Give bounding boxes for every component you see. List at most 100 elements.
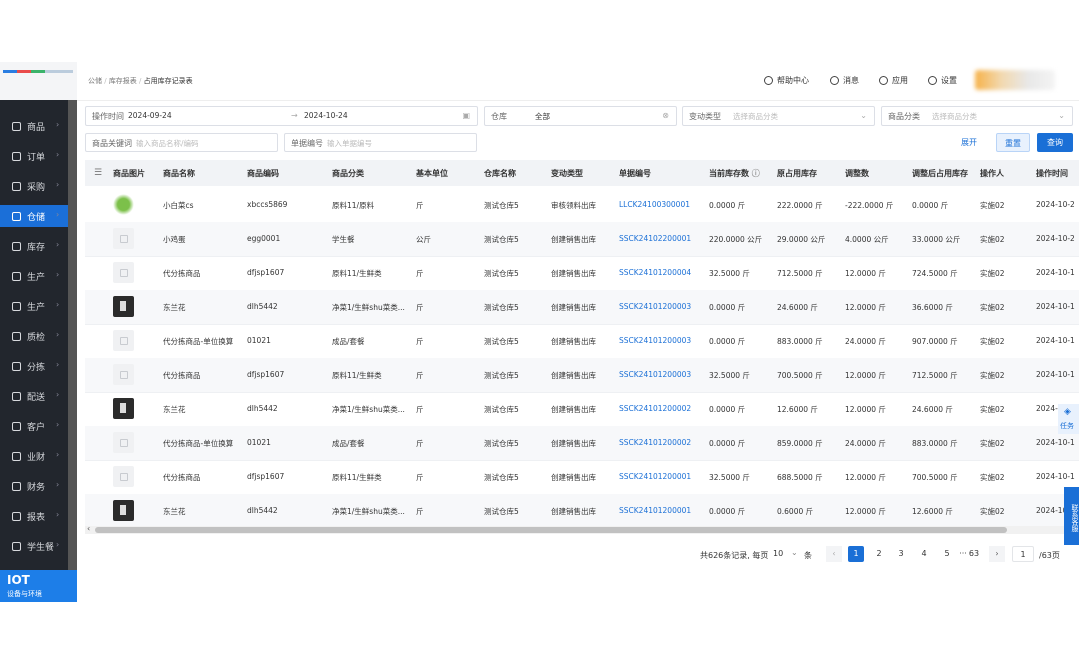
reset-button[interactable]: 重置	[996, 133, 1030, 152]
breadcrumb-item[interactable]: 库存报表	[108, 77, 137, 85]
separator: /	[102, 77, 109, 85]
cell: 700.5000 斤	[912, 473, 958, 482]
scroll-left[interactable]: ‹	[87, 524, 91, 533]
menu-item[interactable]: 商品 ›	[0, 115, 68, 137]
table-row: 东兰花 dlh5442 净菜1/生鲜shu菜类... 斤 测试仓库5 创建销售出库 SSCK…	[85, 392, 1079, 427]
iot-box[interactable]: IOT 设备与环境	[0, 570, 77, 602]
search-button[interactable]: 查询	[1037, 133, 1073, 152]
column-header: 调整后占用库存	[912, 169, 968, 178]
cell: 测试仓库5	[484, 439, 519, 448]
cell: 12.0000 斤	[845, 473, 886, 482]
table-row: 代分拣商品 dfjsp1607 原料11/生鲜类 斤 测试仓库5 创建销售出库 SSCK24…	[85, 256, 1079, 291]
filter-value: 全部	[535, 112, 550, 121]
filter-field[interactable]: 变动类型 选择商品分类 ⌄	[682, 106, 875, 126]
document-link[interactable]: SSCK24101200001	[619, 506, 692, 515]
cell: 0.6000 斤	[777, 507, 814, 516]
cell: 斤	[416, 303, 424, 312]
document-link[interactable]: SSCK24101200003	[619, 336, 692, 345]
menu-item[interactable]: 分拣 ›	[0, 355, 68, 377]
product-image	[113, 500, 134, 521]
menu-item[interactable]: 采购 ›	[0, 175, 68, 197]
next-button[interactable]: ›	[989, 546, 1005, 562]
filter-icon: ⌄	[1058, 111, 1065, 120]
document-link[interactable]: SSCK24101200002	[619, 438, 692, 447]
page-button[interactable]: 2	[876, 549, 882, 558]
page-button[interactable]: 1	[848, 546, 864, 562]
menu-label: 学生餐	[27, 543, 55, 553]
cell: 成品/套餐	[332, 439, 365, 448]
avatar[interactable]	[975, 70, 1055, 90]
breadcrumb-item[interactable]: 公储	[88, 77, 102, 85]
filter-label: 操作时间	[92, 112, 124, 121]
filter-label: 仓库	[491, 112, 507, 121]
page-total: /63页	[1039, 551, 1060, 560]
filter-field[interactable]: 商品关键词 输入商品名称/编码	[85, 133, 278, 152]
filter-field[interactable]: 商品分类 选择商品分类 ⌄	[881, 106, 1073, 126]
product-image	[113, 398, 134, 419]
page-button[interactable]: ···	[959, 549, 967, 558]
menu-item[interactable]: 配送 ›	[0, 385, 68, 407]
app: IOT 设备与环境 商品 › 订单 › 采购 › 仓储 › 库存 › 生产 › 生产 › 质检 › 分拣 › 配送 ›…	[0, 62, 1079, 602]
menu-item[interactable]: 财务 ›	[0, 475, 68, 497]
sidebar: IOT 设备与环境 商品 › 订单 › 采购 › 仓储 › 库存 › 生产 › 生产 › 质检 › 分拣 › 配送 ›…	[0, 62, 77, 602]
cell: 代分拣商品	[163, 371, 201, 380]
document-link[interactable]: SSCK24101200003	[619, 302, 692, 311]
cell: 测试仓库5	[484, 201, 519, 210]
cell: 公斤	[416, 235, 431, 244]
filter-field[interactable]: 仓库 全部 ⊗	[484, 106, 677, 126]
prev-button[interactable]: ‹	[826, 546, 842, 562]
cell: 创建销售出库	[551, 371, 596, 380]
document-link[interactable]: SSCK24101200001	[619, 472, 692, 481]
document-link[interactable]: SSCK24101200002	[619, 404, 692, 413]
document-link[interactable]: SSCK24102200001	[619, 234, 692, 243]
cell: 代分拣商品	[163, 269, 201, 278]
menu-item[interactable]: 库存 ›	[0, 235, 68, 257]
menu-item[interactable]: 学生餐 ›	[0, 535, 68, 557]
document-link[interactable]: SSCK24101200003	[619, 370, 692, 379]
expand-link[interactable]: 展开	[961, 138, 977, 147]
cell: dlh5442	[247, 404, 278, 413]
menu-item[interactable]: 订单 ›	[0, 145, 68, 167]
help-icon[interactable]: ⓘ	[749, 169, 760, 178]
menu-arrow: ›	[56, 210, 60, 219]
task-button[interactable]: ◈ 任务	[1058, 404, 1079, 434]
menu-item[interactable]: 仓储 ›	[0, 205, 68, 227]
page-button[interactable]: 3	[898, 549, 904, 558]
page-summary: 共626条记录, 每页	[700, 551, 769, 560]
page-jump[interactable]: 1	[1012, 546, 1034, 562]
page-button[interactable]: 5	[944, 549, 950, 558]
cell: 29.0000 公斤	[777, 235, 826, 244]
filter-icon: ⊗	[662, 111, 669, 120]
filter-field[interactable]: 操作时间 2024-09-24 ▣ → 2024-10-24	[85, 106, 478, 126]
breadcrumb-item[interactable]: 占用库存记录表	[143, 77, 193, 85]
page-unit: 条	[804, 551, 812, 560]
column-header: 操作时间	[1036, 169, 1068, 178]
menu-item[interactable]: 报表 ›	[0, 505, 68, 527]
cell: 净菜1/生鲜shu菜类...	[332, 507, 405, 516]
cell: 东兰花	[163, 507, 186, 516]
menu-item[interactable]: 生产 ›	[0, 265, 68, 287]
menu-icon	[12, 332, 21, 341]
document-link[interactable]: SSCK24101200004	[619, 268, 692, 277]
h-scroll-thumb[interactable]	[95, 527, 1007, 533]
filter-placeholder: 选择商品分类	[932, 112, 977, 121]
menu-item[interactable]: 质检 ›	[0, 325, 68, 347]
page-button[interactable]: 4	[921, 549, 927, 558]
menu-arrow: ›	[56, 420, 60, 429]
cell: 东兰花	[163, 303, 186, 312]
document-link[interactable]: LLCK24100300001	[619, 200, 691, 209]
menu-label: 库存	[27, 243, 46, 253]
menu-item[interactable]: 业财 ›	[0, 445, 68, 467]
cell: 测试仓库5	[484, 235, 519, 244]
column-header: 商品名称	[163, 169, 195, 178]
menu-item[interactable]: 客户 ›	[0, 415, 68, 437]
filter-field[interactable]: 单据编号 输入单据编号	[284, 133, 477, 152]
settings-icon[interactable]: ☰	[94, 168, 103, 178]
service-button[interactable]: 联系客服	[1064, 487, 1079, 545]
cell: 实施02	[980, 405, 1005, 414]
page-button[interactable]: 63	[968, 549, 980, 558]
placeholder-icon	[120, 235, 128, 243]
cell: 222.0000 斤	[777, 201, 823, 210]
menu-item[interactable]: 生产 ›	[0, 295, 68, 317]
page-size-select[interactable]: 10 ⌄	[769, 546, 803, 562]
